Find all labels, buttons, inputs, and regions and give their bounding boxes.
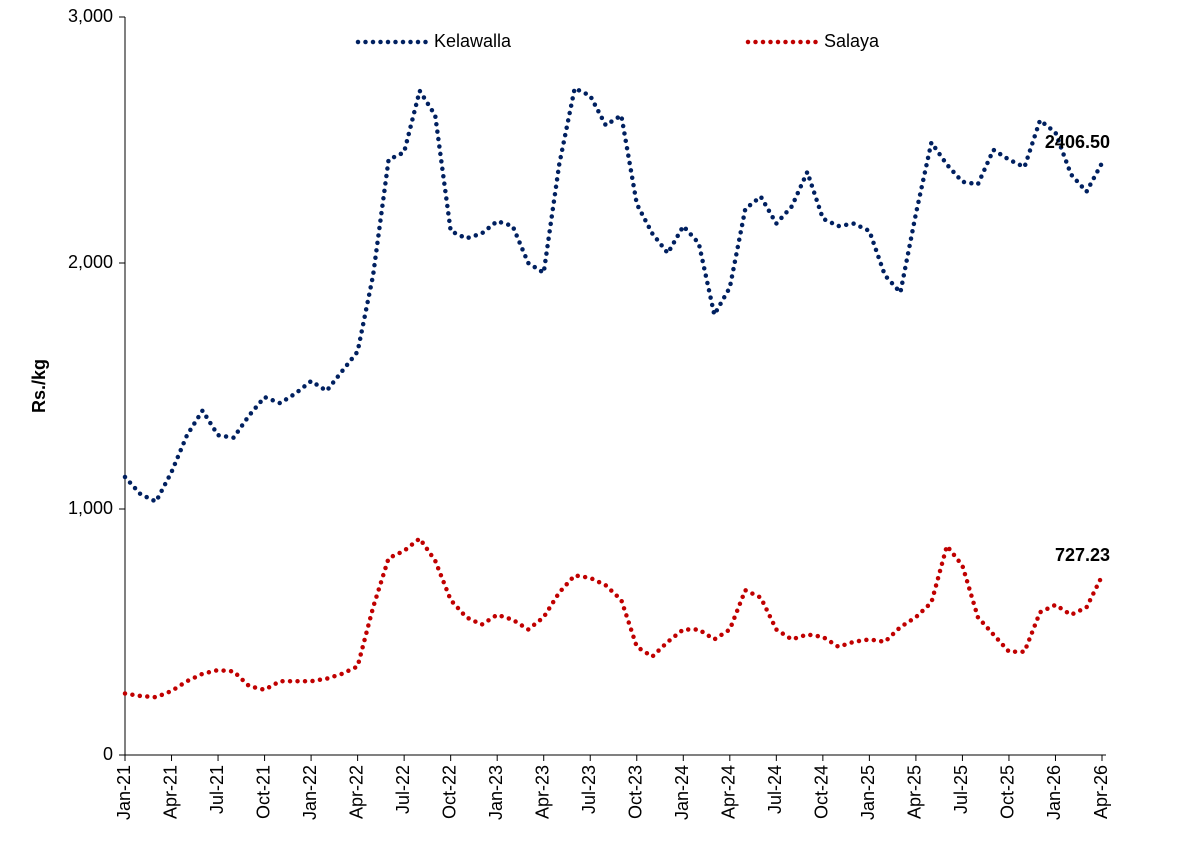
x-tick-label: Oct-23 xyxy=(626,765,646,819)
y-tick-label: 0 xyxy=(103,744,113,764)
series-line xyxy=(122,535,1105,700)
x-tick-label: Jul-25 xyxy=(951,765,971,814)
series-line xyxy=(122,85,1105,505)
x-tick-label: Oct-21 xyxy=(253,765,273,819)
x-tick-label: Jan-25 xyxy=(858,765,878,820)
y-tick-label: 1,000 xyxy=(68,498,113,518)
legend-label: Kelawalla xyxy=(434,31,512,51)
x-tick-label: Jan-24 xyxy=(672,765,692,820)
x-tick-label: Jul-21 xyxy=(207,765,227,814)
x-tick-label: Jul-23 xyxy=(579,765,599,814)
legend-label: Salaya xyxy=(824,31,880,51)
x-tick-label: Oct-25 xyxy=(998,765,1018,819)
data-label: 2406.50 xyxy=(1045,132,1110,152)
y-tick-label: 3,000 xyxy=(68,6,113,26)
x-tick-label: Jul-24 xyxy=(765,765,785,814)
x-tick-label: Apr-21 xyxy=(160,765,180,819)
x-tick-label: Jan-26 xyxy=(1044,765,1064,820)
y-tick-label: 2,000 xyxy=(68,252,113,272)
x-tick-label: Apr-24 xyxy=(719,765,739,819)
x-tick-label: Apr-25 xyxy=(905,765,925,819)
x-tick-label: Jan-21 xyxy=(114,765,134,820)
data-label: 727.23 xyxy=(1055,545,1110,565)
x-tick-label: Oct-24 xyxy=(812,765,832,819)
x-tick-label: Apr-26 xyxy=(1091,765,1111,819)
x-tick-label: Jan-22 xyxy=(300,765,320,820)
x-tick-label: Jul-22 xyxy=(393,765,413,814)
y-axis-label: Rs./kg xyxy=(29,359,49,413)
x-tick-label: Jan-23 xyxy=(486,765,506,820)
x-tick-label: Oct-22 xyxy=(439,765,459,819)
x-tick-label: Apr-22 xyxy=(346,765,366,819)
x-tick-label: Apr-23 xyxy=(532,765,552,819)
